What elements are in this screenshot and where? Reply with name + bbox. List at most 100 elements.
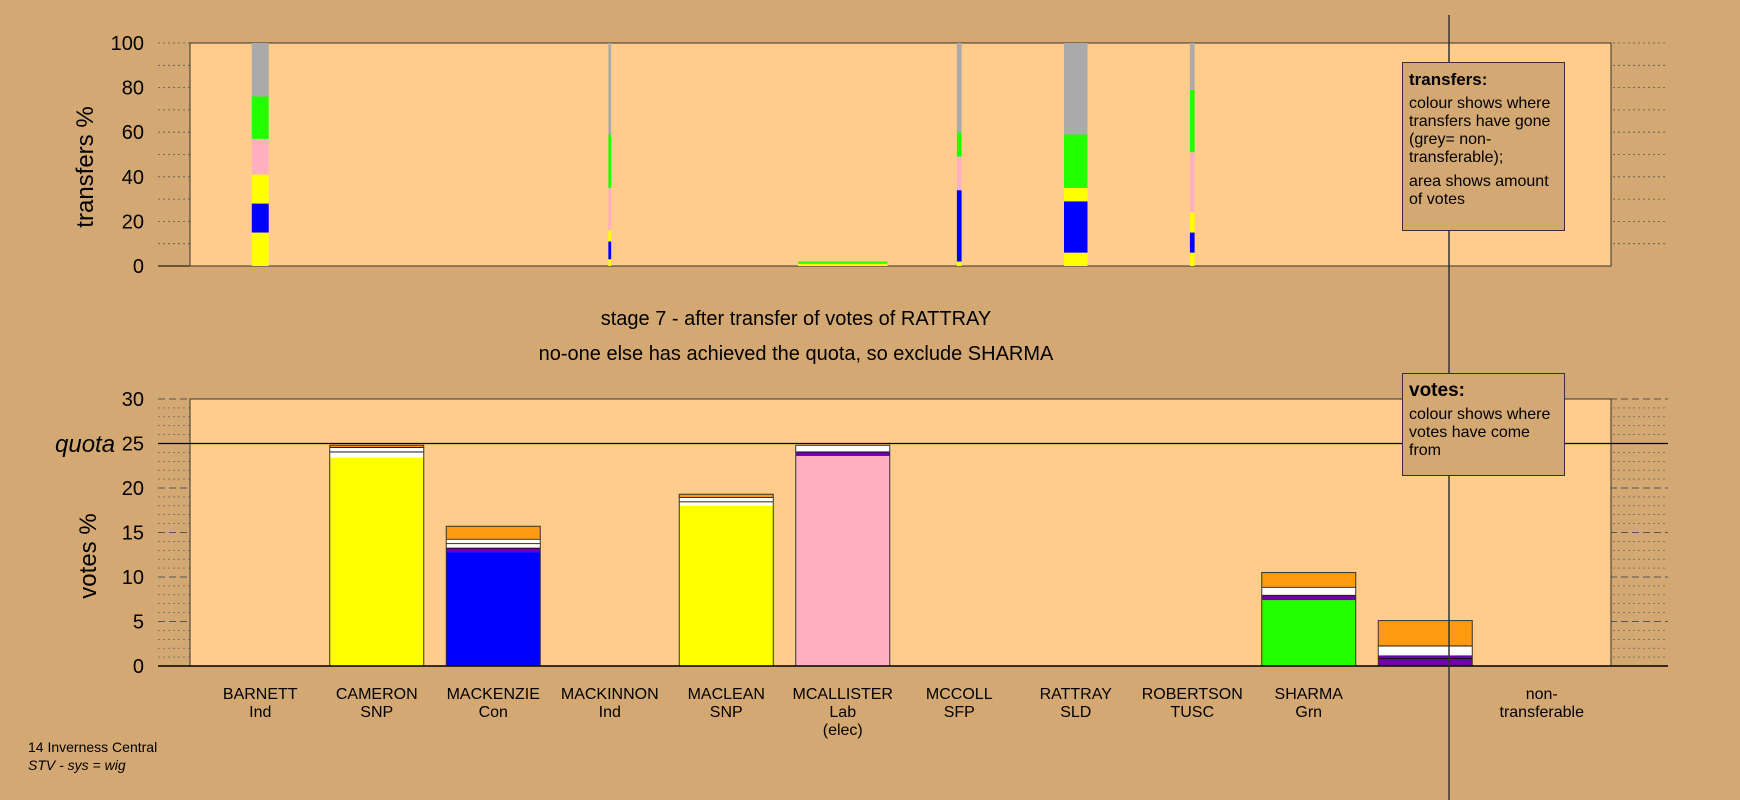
vote-segment-purple <box>446 548 541 553</box>
category-label: Lab <box>829 704 856 721</box>
transfer-segment-grey <box>1064 43 1088 135</box>
footer-system-text: STV - sys = wig <box>28 757 126 773</box>
vote-segment-orange <box>329 445 424 448</box>
category-label: Ind <box>599 704 621 721</box>
vote-segment-black <box>1261 586 1356 588</box>
vote-segment-yellow <box>329 457 424 666</box>
transfer-segment-yellow <box>251 174 269 204</box>
transfers-plot-area <box>189 42 1612 267</box>
transfer-segment-pink <box>608 187 612 231</box>
transfers-y-tick: 20 <box>122 211 144 233</box>
vote-segment-orange <box>1261 572 1356 587</box>
category-label: MACKINNON <box>561 686 659 703</box>
vote-segment-black <box>1261 594 1356 596</box>
vote-segment-white <box>679 497 774 502</box>
vote-segment-black <box>329 447 424 448</box>
transfer-segment-green <box>1064 134 1088 188</box>
category-label: TUSC <box>1170 704 1214 721</box>
transfers-y-tick: 80 <box>122 78 144 100</box>
votes-y-tick: 10 <box>122 567 144 589</box>
vote-segment-orange <box>679 494 774 497</box>
category-label: RATTRAY <box>1040 686 1113 703</box>
transfers-plot <box>189 42 1612 267</box>
vote-segment-orange <box>1378 620 1473 646</box>
category-label: Con <box>479 704 508 721</box>
votes-y-tick: 15 <box>122 523 144 545</box>
transfer-segment-green <box>608 134 612 188</box>
vote-segment-white <box>795 445 890 452</box>
transfers-note-line1: colour shows where transfers have gone (… <box>1409 95 1551 166</box>
votes-y-tick: 5 <box>133 612 144 634</box>
category-label: ROBERTSON <box>1142 686 1243 703</box>
votes-y-axis: 0 5 10 15 20 30 25 <box>122 389 144 678</box>
transfer-segment-grey <box>956 43 962 133</box>
vote-segment-black <box>679 501 774 503</box>
footer-system: STV - sys = wig <box>28 756 157 774</box>
transfer-segment-pink <box>251 138 269 175</box>
votes-y-tick: 25 <box>122 434 144 456</box>
vote-segment-purple <box>1378 658 1473 666</box>
category-label: transferable <box>1500 704 1585 721</box>
vote-segment-black <box>446 547 541 549</box>
vote-segment-purple <box>1261 595 1356 601</box>
transfer-segment-yellow <box>1189 252 1195 266</box>
category-label: MCALLISTER <box>793 686 893 703</box>
transfer-segment-yellow <box>608 259 612 266</box>
category-label: SFP <box>944 704 975 721</box>
transfers-y-tick: 60 <box>122 122 144 144</box>
category-label: Ind <box>249 704 271 721</box>
vote-segment-orange <box>446 526 541 539</box>
vote-segment-white <box>1378 646 1473 656</box>
category-label: SNP <box>710 704 743 721</box>
vote-segment-black <box>795 451 890 453</box>
vote-segment-black <box>446 538 541 540</box>
transfer-segment-yellow <box>251 232 269 266</box>
transfer-segment-green <box>251 96 269 139</box>
transfer-segment-pink <box>1189 152 1195 213</box>
votes-plot <box>158 398 1668 667</box>
vote-segment-white <box>446 539 541 544</box>
vote-segment-purple <box>795 452 890 456</box>
votes-y-label: votes % <box>75 513 102 598</box>
transfer-segment-yellow <box>956 261 962 266</box>
category-label: non- <box>1526 686 1558 703</box>
category-label: MACKENZIE <box>447 686 540 703</box>
transfer-segment-blue <box>608 241 612 260</box>
transfers-y-label: transfers % <box>72 106 99 227</box>
footer: 14 Inverness Central STV - sys = wig <box>28 738 157 774</box>
vote-segment-black <box>329 451 424 453</box>
category-label: SLD <box>1060 704 1091 721</box>
transfer-segment-green <box>798 261 888 264</box>
vote-segment-black <box>679 496 774 498</box>
transfer-segment-yellow <box>1064 252 1088 266</box>
vote-segment-green <box>1261 600 1356 666</box>
votes-y-tick: 30 <box>122 389 144 411</box>
transfers-y-axis: 0 20 40 60 80 100 <box>111 33 144 278</box>
vote-segment-purple <box>1378 655 1473 658</box>
transfer-segment-grey <box>1189 43 1195 90</box>
votes-note: votes: colour shows where votes have com… <box>1402 373 1565 476</box>
category-label: SHARMA <box>1275 686 1344 703</box>
category-label: SNP <box>360 704 393 721</box>
category-label: MCCOLL <box>926 686 993 703</box>
votes-y-tick: 20 <box>122 478 144 500</box>
transfer-segment-green <box>956 132 962 157</box>
vote-segment-black <box>446 543 541 545</box>
quota-label: quota <box>55 431 115 458</box>
transfers-y-tick: 0 <box>133 256 144 278</box>
transfer-segment-grey <box>251 43 269 97</box>
vote-segment-white <box>1261 587 1356 595</box>
transfers-note-line2: area shows amount of votes <box>1409 173 1549 208</box>
vote-segment-blue <box>446 552 541 666</box>
vote-segment-white <box>446 544 541 548</box>
vote-segment-white <box>329 447 424 452</box>
vote-segment-black <box>1378 645 1473 647</box>
stage-title: stage 7 - after transfer of votes of RAT… <box>601 308 992 330</box>
votes-note-title: votes: <box>1409 380 1465 401</box>
category-label: Grn <box>1295 704 1322 721</box>
transfer-segment-grey <box>608 43 612 135</box>
vote-segment-white <box>679 502 774 506</box>
transfer-segment-yellow <box>1064 187 1088 202</box>
transfer-segment-blue <box>1189 232 1195 253</box>
